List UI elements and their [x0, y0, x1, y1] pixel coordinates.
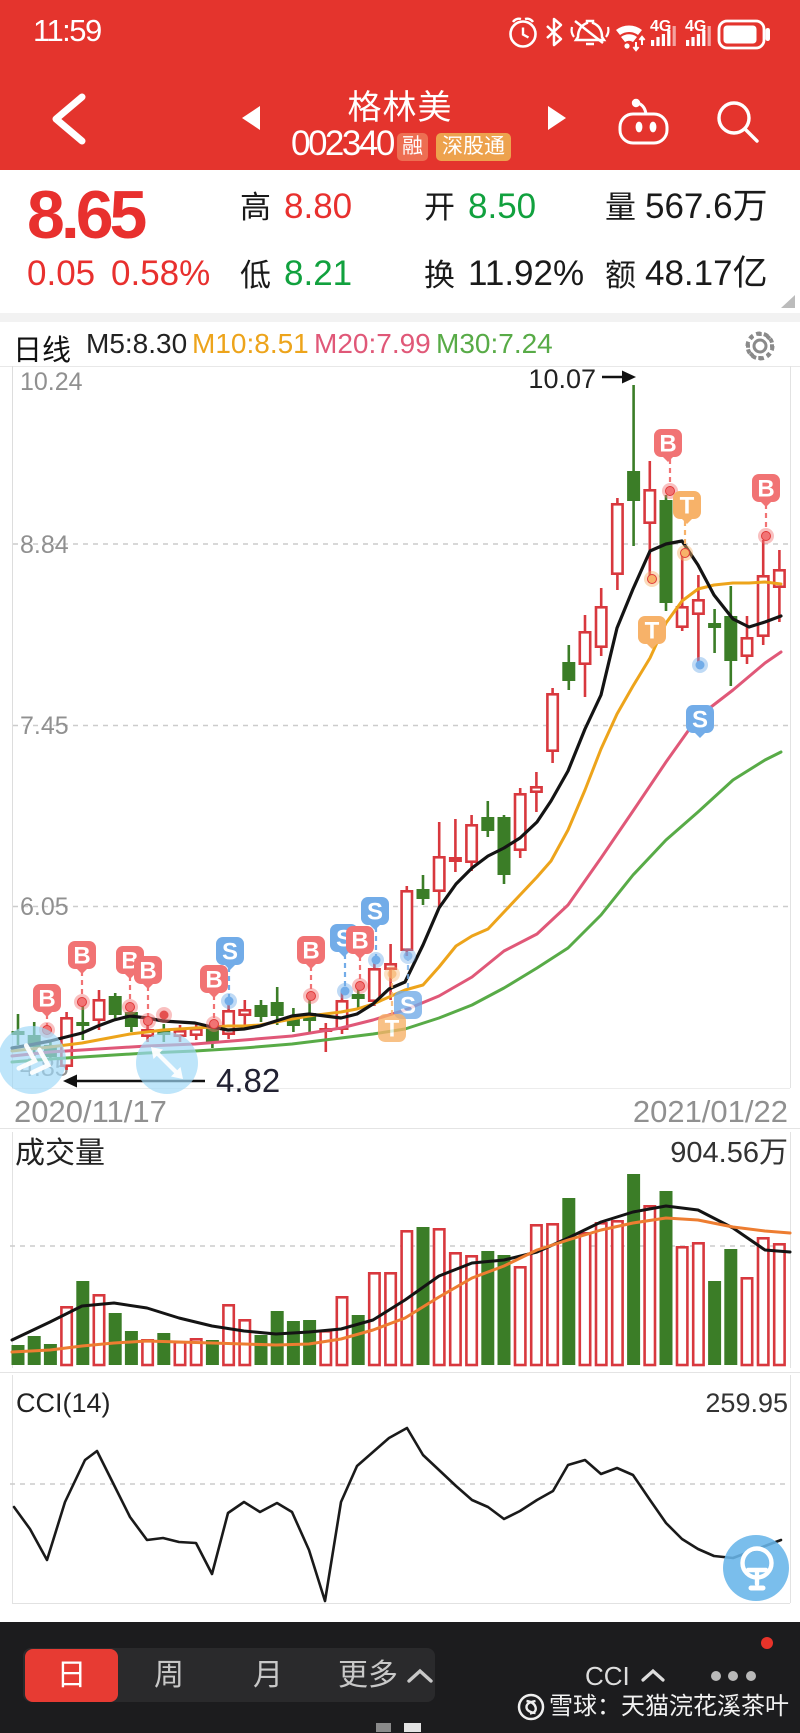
svg-text:S: S	[222, 939, 238, 966]
svg-text:S: S	[692, 707, 708, 734]
svg-text:B: B	[38, 986, 55, 1013]
svg-text:S: S	[400, 993, 416, 1020]
svg-text:CCI(14): CCI(14)	[16, 1388, 111, 1418]
svg-text:7.45: 7.45	[20, 712, 69, 740]
svg-text:4G: 4G	[650, 18, 671, 35]
svg-text:4G: 4G	[685, 18, 706, 35]
svg-text:10.07: 10.07	[528, 364, 596, 394]
svg-text:B: B	[351, 928, 368, 955]
svg-text:T: T	[385, 1016, 400, 1043]
svg-text:4.82: 4.82	[216, 1062, 280, 1099]
svg-text:成交量: 成交量	[15, 1137, 105, 1170]
svg-text:B: B	[139, 958, 156, 985]
svg-text:B: B	[205, 967, 222, 994]
svg-text:2020/11/17: 2020/11/17	[14, 1094, 167, 1129]
svg-text:6.05: 6.05	[20, 893, 69, 921]
svg-text:B: B	[73, 943, 90, 970]
svg-text:B: B	[659, 431, 676, 458]
svg-text:S: S	[367, 899, 383, 926]
svg-text:2021/01/22: 2021/01/22	[633, 1094, 788, 1129]
svg-text:10.24: 10.24	[20, 368, 83, 396]
svg-text:T: T	[645, 618, 660, 645]
svg-text:T: T	[680, 493, 695, 520]
svg-text:B: B	[757, 476, 774, 503]
svg-text:259.95: 259.95	[705, 1388, 788, 1418]
svg-text:904.56万: 904.56万	[670, 1137, 788, 1169]
svg-text:B: B	[302, 938, 319, 965]
svg-text:8.84: 8.84	[20, 531, 69, 559]
